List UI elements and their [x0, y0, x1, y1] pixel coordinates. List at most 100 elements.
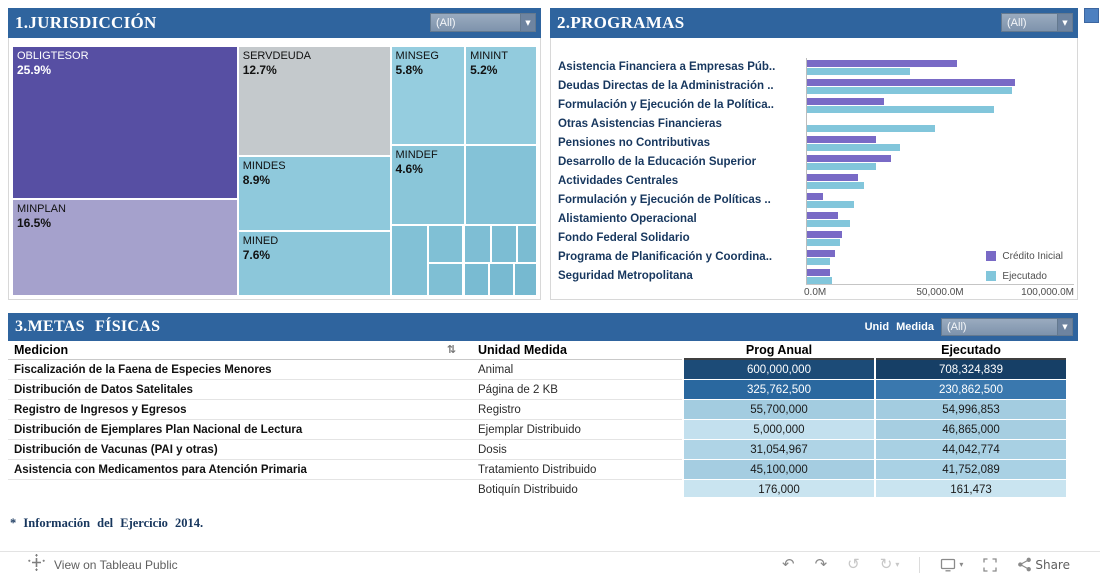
bar-ejecutado[interactable]	[807, 258, 830, 265]
tableau-toolbar: View on Tableau Public ↶ ↷ ↺ ↻ ▾ ▾	[0, 551, 1100, 577]
treemap-tile-small-12[interactable]	[463, 225, 491, 263]
cell-prog-anual[interactable]: 176,000	[684, 480, 874, 497]
cell-prog-anual[interactable]: 45,100,000	[684, 460, 874, 480]
legend-item-ejecutado[interactable]: Ejecutado	[986, 266, 1063, 286]
column-header-ejecutado[interactable]: Ejecutado	[876, 341, 1066, 360]
treemap-tile-small-17[interactable]	[513, 262, 537, 296]
treemap-tile-servdeuda[interactable]: SERVDEUDA 12.7%	[237, 46, 391, 157]
bar-credito-inicial[interactable]	[807, 231, 842, 238]
bar-ejecutado[interactable]	[807, 239, 841, 246]
cell-ejecutado[interactable]: 46,865,000	[876, 420, 1066, 440]
treemap-tile-small-15[interactable]	[463, 262, 490, 296]
bar-category-label[interactable]: Formulación y Ejecución de Políticas ..	[558, 194, 771, 206]
bar-credito-inicial[interactable]	[807, 155, 892, 162]
table-row[interactable]: Fiscalización de la Faena de Especies Me…	[8, 360, 1078, 380]
bar-ejecutado[interactable]	[807, 201, 854, 208]
bar-ejecutado[interactable]	[807, 68, 910, 75]
refresh-icon[interactable]: ↻ ▾	[880, 557, 900, 572]
treemap-tile-small-11[interactable]	[427, 262, 464, 296]
table-row[interactable]: Asistencia con Medicamentos para Atenció…	[8, 460, 1078, 480]
treemap-tile-small-10[interactable]	[427, 225, 464, 263]
bar-category-label[interactable]: Pensiones no Contributivas	[558, 137, 711, 149]
bar-credito-inicial[interactable]	[807, 60, 957, 67]
cell-ejecutado[interactable]: 41,752,089	[876, 460, 1066, 480]
bar-credito-inicial[interactable]	[807, 136, 877, 143]
bar-credito-inicial[interactable]	[807, 269, 830, 276]
redo-icon[interactable]: ↷	[814, 555, 828, 573]
cell-prog-anual[interactable]: 325,762,500	[684, 380, 874, 400]
revert-icon[interactable]: ↺	[847, 555, 860, 573]
legend-item-credito-inicial[interactable]: Crédito Inicial	[986, 246, 1063, 266]
chevron-down-icon[interactable]: ▼	[1057, 14, 1072, 31]
share-button[interactable]: Share	[1017, 557, 1070, 572]
fullscreen-icon[interactable]	[983, 557, 998, 572]
treemap-tile-minint[interactable]: MININT 5.2%	[465, 46, 537, 145]
cell-prog-anual[interactable]: 600,000,000	[684, 360, 874, 380]
cell-ejecutado[interactable]: 54,996,853	[876, 400, 1066, 420]
bar-ejecutado[interactable]	[807, 277, 833, 284]
bar-credito-inicial[interactable]	[807, 98, 885, 105]
bar-category-label[interactable]: Formulación y Ejecución de la Política..	[558, 99, 775, 111]
cell-prog-anual[interactable]: 5,000,000	[684, 420, 874, 440]
x-axis-tick: 50,000.0M	[916, 287, 964, 298]
bar-category-label[interactable]: Actividades Centrales	[558, 175, 679, 187]
device-layout-icon[interactable]: ▾	[940, 558, 963, 572]
cell-ejecutado[interactable]: 230,862,500	[876, 380, 1066, 400]
bar-category-label[interactable]: Fondo Federal Solidario	[558, 232, 690, 244]
table-row[interactable]: Distribución de Datos Satelitales Página …	[8, 380, 1078, 400]
view-on-tableau-public-link[interactable]: View on Tableau Public	[54, 557, 178, 572]
undo-icon[interactable]: ↶	[782, 555, 795, 573]
column-header-prog-anual[interactable]: Prog Anual	[684, 341, 874, 360]
cell-ejecutado[interactable]: 44,042,774	[876, 440, 1066, 460]
bar-ejecutado[interactable]	[807, 87, 1013, 94]
programas-filter-dropdown[interactable]: (All) ▼	[1001, 13, 1073, 32]
table-row[interactable]: Distribución de Vacunas (PAI y otras) Dos…	[8, 440, 1078, 460]
table-row[interactable]: Registro de Ingresos y Egresos Registro 55…	[8, 400, 1078, 420]
tableau-logo-icon[interactable]	[28, 553, 45, 576]
column-header-unidad-medida[interactable]: Unidad Medida	[466, 341, 682, 360]
bar-credito-inicial[interactable]	[807, 79, 1015, 86]
bar-category-label[interactable]: Programa de Planificación y Coordina..	[558, 251, 773, 263]
treemap-tile-minplan[interactable]: MINPLAN 16.5%	[12, 198, 238, 296]
sort-icon[interactable]: ⇅	[446, 343, 456, 356]
bar-category-label[interactable]: Seguridad Metropolitana	[558, 270, 693, 282]
table-row[interactable]: Distribución de Ejemplares Plan Nacional…	[8, 420, 1078, 440]
bar-credito-inicial[interactable]	[807, 212, 838, 219]
bar-credito-inicial[interactable]	[807, 250, 836, 257]
cell-unidad-medida: Página de 2 KB	[466, 380, 682, 400]
bar-ejecutado[interactable]	[807, 106, 994, 113]
scrollbar-thumb[interactable]	[1084, 8, 1099, 23]
bar-category-label[interactable]: Asistencia Financiera a Empresas Púb..	[558, 61, 776, 73]
treemap-tile-small-13[interactable]	[490, 225, 517, 263]
treemap-tile-mindes[interactable]: MINDES 8.9%	[237, 156, 391, 231]
treemap-tile-obligtesor[interactable]: OBLIGTESOR 25.9%	[12, 46, 238, 199]
treemap-tile-small-16[interactable]	[489, 262, 514, 296]
bar-category-label[interactable]: Deudas Directas de la Administración ..	[558, 80, 774, 92]
unid-medida-filter-dropdown[interactable]: (All) ▼	[941, 318, 1073, 336]
chevron-down-icon[interactable]: ▼	[520, 14, 535, 31]
column-header-medicion[interactable]: Medicion ⇅	[8, 341, 466, 360]
cell-prog-anual[interactable]: 55,700,000	[684, 400, 874, 420]
treemap-tile-mindef[interactable]: MINDEF 4.6%	[390, 144, 466, 226]
treemap-tile-small-9[interactable]	[390, 225, 428, 296]
bar-ejecutado[interactable]	[807, 144, 901, 151]
cell-ejecutado[interactable]: 161,473	[876, 480, 1066, 497]
bar-category-label[interactable]: Alistamiento Operacional	[558, 213, 697, 225]
bar-ejecutado[interactable]	[807, 182, 865, 189]
treemap-tile-small-14[interactable]	[516, 225, 537, 263]
bar-credito-inicial[interactable]	[807, 174, 858, 181]
treemap-tile-mined[interactable]: MINED 7.6%	[237, 231, 391, 296]
bar-category-label[interactable]: Desarrollo de la Educación Superior	[558, 156, 757, 168]
bar-credito-inicial[interactable]	[807, 193, 824, 200]
table-row[interactable]: Botiquín Distribuido 176,000 161,473	[8, 480, 1078, 497]
bar-ejecutado[interactable]	[807, 125, 936, 132]
treemap-tile-minseg[interactable]: MINSEG 5.8%	[390, 46, 466, 145]
bar-category-label[interactable]: Otras Asistencias Financieras	[558, 118, 722, 130]
chevron-down-icon[interactable]: ▼	[1057, 319, 1072, 335]
cell-prog-anual[interactable]: 31,054,967	[684, 440, 874, 460]
cell-ejecutado[interactable]: 708,324,839	[876, 360, 1066, 380]
jurisdiccion-filter-dropdown[interactable]: (All) ▼	[430, 13, 536, 32]
bar-ejecutado[interactable]	[807, 163, 877, 170]
treemap-tile-small-8[interactable]	[465, 144, 537, 226]
bar-ejecutado[interactable]	[807, 220, 850, 227]
